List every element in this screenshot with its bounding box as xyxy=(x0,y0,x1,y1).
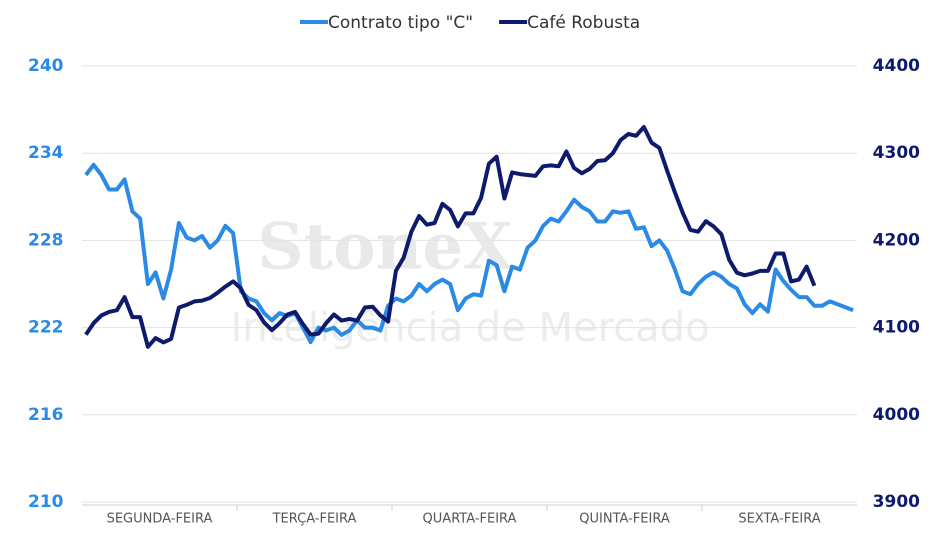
y-tick-label: 240 xyxy=(28,56,64,76)
x-tick-label: TERÇA-FEIRA xyxy=(272,512,357,527)
y-tick-label: 222 xyxy=(28,318,64,338)
y-tick-label: 234 xyxy=(28,143,64,163)
y-tick-label: 210 xyxy=(28,492,64,512)
y-tick-label: 228 xyxy=(28,230,64,250)
legend-label: Contrato tipo "C" xyxy=(328,13,473,33)
x-tick-label: QUINTA-FEIRA xyxy=(579,512,670,527)
y2-tick-label: 3900 xyxy=(873,492,920,512)
y2-tick-label: 4000 xyxy=(873,405,920,425)
y2-tick-label: 4200 xyxy=(873,230,920,250)
series-line xyxy=(84,125,817,349)
x-tick-label: SEXTA-FEIRA xyxy=(738,512,820,527)
x-tick-label: QUARTA-FEIRA xyxy=(423,512,517,527)
y-tick-label: 216 xyxy=(28,405,64,425)
y2-tick-label: 4300 xyxy=(873,143,920,163)
watermark: StoneX xyxy=(257,210,513,285)
legend-label: Café Robusta xyxy=(527,13,640,33)
y2-tick-label: 4100 xyxy=(873,318,920,338)
x-tick-label: SEGUNDA-FEIRA xyxy=(107,512,213,527)
series-line xyxy=(84,162,854,345)
y2-tick-label: 4400 xyxy=(873,56,920,76)
